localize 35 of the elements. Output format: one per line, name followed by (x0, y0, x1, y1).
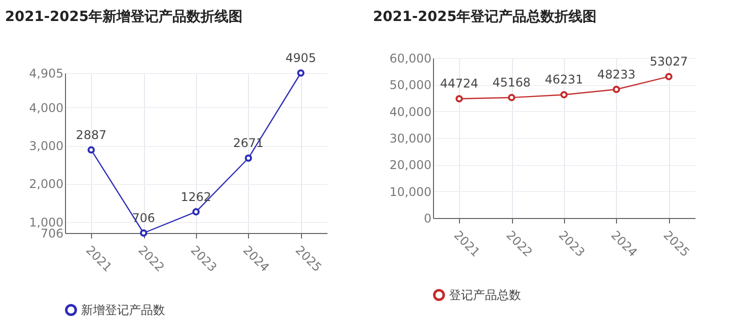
point (508, 94, 516, 102)
y-tick-label: 60,000 (390, 52, 432, 66)
point (297, 69, 304, 77)
data-label: 4905 (286, 51, 316, 65)
data-label: 48233 (597, 67, 636, 82)
y-tick-label: 4,000 (29, 100, 64, 115)
chart-title: 2021-2025年登记产品总数折线图 (373, 8, 597, 25)
y-tick-label: 50,000 (390, 78, 432, 92)
y-tick-label: 2,000 (29, 177, 64, 192)
point (665, 72, 672, 80)
data-label: 1262 (180, 190, 212, 204)
data-label: 53027 (650, 54, 688, 69)
point (192, 208, 200, 216)
point (140, 229, 148, 237)
y-tick-label: 0 (424, 212, 432, 226)
data-label: 44724 (440, 76, 478, 91)
legend-label: 新增登记产品数 (81, 303, 165, 317)
data-label: 2887 (76, 128, 106, 142)
y-tick-label: 3,000 (29, 139, 64, 154)
y-tick-label: 20,000 (390, 158, 432, 172)
data-label: 45168 (492, 76, 531, 90)
point (456, 95, 463, 102)
y-tick-label: 40,000 (390, 104, 432, 119)
y-tick-label: 4,905 (29, 66, 64, 80)
data-label: 46231 (544, 72, 584, 87)
y-tick-label: 30,000 (390, 132, 432, 146)
chart-title: 2021-2025年新增登记产品数折线图 (5, 8, 243, 25)
point (88, 146, 95, 154)
y-tick-label: 1,000 (29, 215, 64, 230)
point (612, 86, 620, 94)
legend-label: 登记产品总数 (449, 288, 521, 302)
y-tick-label: 10,000 (390, 184, 432, 199)
point (244, 154, 252, 162)
y-tick-label: 706 (40, 226, 64, 240)
point (560, 91, 568, 98)
